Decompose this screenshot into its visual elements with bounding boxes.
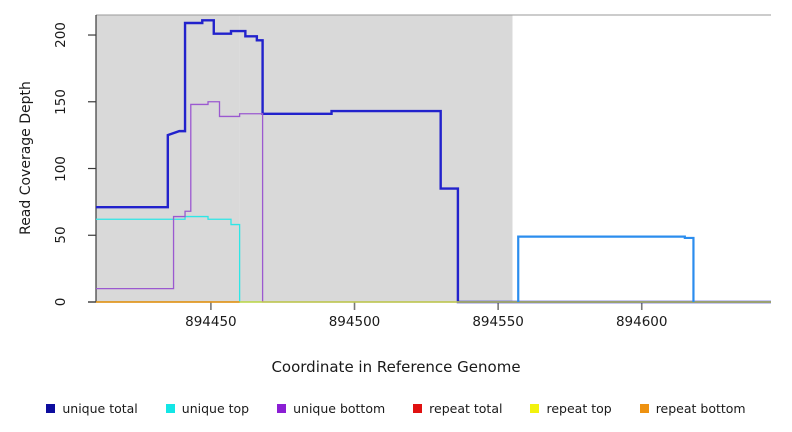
series-unique-top (96, 215, 771, 303)
background-band-2 (512, 15, 771, 302)
legend-label: unique total (62, 400, 138, 416)
legend-swatch-icon (46, 403, 56, 413)
legend-item-repeat-total[interactable]: repeat total (413, 401, 502, 416)
legend-label: unique bottom (293, 400, 386, 416)
series-unique-bottom (96, 101, 771, 303)
legend-item-repeat-top[interactable]: repeat top (530, 400, 612, 416)
legend-swatch-icon (530, 403, 540, 413)
background-band-1 (239, 15, 513, 302)
legend-swatch-icon (277, 403, 287, 413)
x-tick-label-0: 894450 (185, 314, 237, 330)
legend-item-unique-bottom[interactable]: unique bottom (277, 401, 385, 416)
legend-item-unique-total[interactable]: unique total (46, 400, 138, 416)
x-tick-label-1: 894500 (328, 314, 381, 330)
legend-item-repeat-bottom[interactable]: repeat bottom (639, 400, 746, 416)
legend-label: unique top (181, 400, 250, 416)
legend-label: repeat bottom (655, 400, 746, 416)
x-axis-title: Coordinate in Reference Genome (271, 358, 521, 376)
x-tick-label-2: 894550 (472, 314, 524, 330)
legend-swatch-icon (165, 403, 175, 413)
legend-swatch-icon (639, 403, 649, 413)
series-unique-total (96, 19, 771, 304)
chart-legend: unique total unique top unique bottom repea… (0, 398, 792, 418)
legend-swatch-icon (413, 403, 423, 413)
x-tick-label-3: 894600 (615, 314, 668, 330)
series-coverage-box-right (517, 235, 695, 302)
legend-item-unique-top[interactable]: unique top (165, 400, 250, 416)
legend-label: repeat top (546, 400, 612, 416)
legend-label: repeat total (429, 400, 503, 416)
